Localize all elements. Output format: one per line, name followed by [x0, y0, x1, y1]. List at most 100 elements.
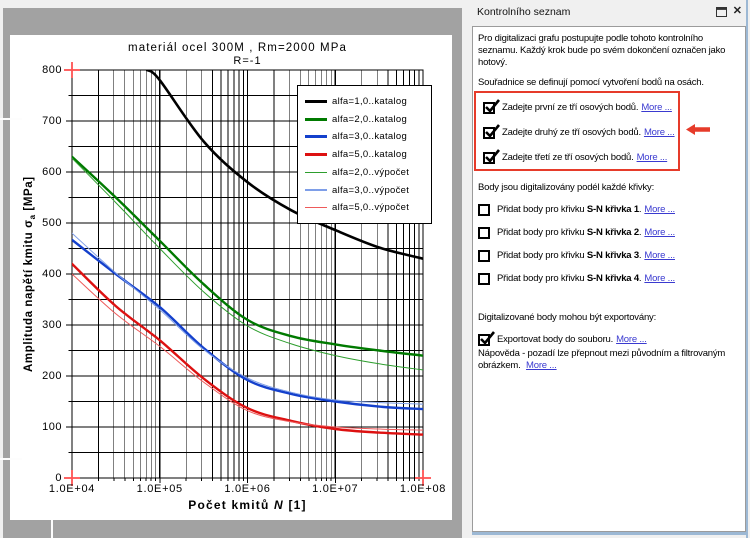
x-tick-label: 1.0E+05 — [136, 483, 183, 495]
checklist-item[interactable]: Zadejte druhý ze tří osových bodů. More .… — [483, 124, 675, 141]
more-link[interactable]: More ... — [644, 204, 675, 215]
window-frame-artifact — [51, 520, 53, 538]
legend-entry: alfa=2,0..katalog — [298, 114, 431, 125]
export-checklist: Exportovat body do souboru. More ... — [478, 331, 741, 348]
checkbox-checked-icon[interactable] — [483, 149, 501, 164]
y-tick-label: 300 — [42, 318, 62, 331]
curve-alfa=5,0..katalog — [72, 262, 423, 436]
legend-entry: alfa=1,0..katalog — [298, 96, 431, 107]
x-tick-label: 1.0E+04 — [48, 483, 96, 495]
checklist-item-label: Zadejte druhý ze tří osových bodů. — [502, 127, 641, 138]
more-link[interactable]: More ... — [526, 360, 557, 371]
y-tick-label: 200 — [42, 369, 62, 382]
curve-alfa=5,0..výpočet — [72, 273, 423, 431]
window-frame-artifact — [0, 118, 22, 120]
checklist-item-label: Zadejte třetí ze tří osových bodů. — [502, 152, 634, 163]
checklist-item[interactable]: Přidat body pro křivku S-N křivka 4. More… — [478, 271, 741, 287]
curve-alfa=2,0..výpočet — [72, 157, 423, 371]
checklist-panel: Kontrolního seznam ✕ Pro digitalizaci gr… — [470, 0, 750, 538]
legend-entry: alfa=5,0..výpočet — [298, 202, 431, 213]
help-paragraph: Nápověda - pozadí lze přepnout mezi půvo… — [478, 348, 726, 371]
panel-edge-line — [746, 0, 748, 538]
intro-paragraph: Pro digitalizaci grafu postupujte podle … — [478, 33, 726, 68]
legend-label: alfa=2,0..katalog — [332, 113, 408, 125]
y-tick-label: 400 — [42, 267, 62, 280]
axes-definition-paragraph: Souřadnice se definují pomocí vytvoření … — [478, 77, 704, 88]
plot-area[interactable] — [10, 35, 452, 520]
legend-label: alfa=1,0..katalog — [332, 95, 408, 107]
checklist-item[interactable]: Přidat body pro křivku S-N křivka 2. More… — [478, 225, 741, 241]
attention-arrow-icon — [686, 124, 710, 135]
checklist-item[interactable]: Přidat body pro křivku S-N křivka 1. More… — [478, 202, 741, 218]
axis-points-highlight-box: Zadejte první ze tří osových bodů. More .… — [474, 91, 680, 171]
checklist-item[interactable]: Zadejte třetí ze tří osových bodů. More .… — [483, 149, 674, 166]
legend-label: alfa=3,0..výpočet — [332, 184, 410, 196]
legend-label: alfa=2,0..výpočet — [332, 166, 410, 178]
export-heading: Digitalizované body mohou být exportován… — [478, 312, 657, 323]
more-link[interactable]: More ... — [644, 227, 675, 238]
curve-checklist: Přidat body pro křivku S-N křivka 1. More… — [478, 202, 741, 287]
legend-label: alfa=5,0..katalog — [332, 149, 408, 160]
checkbox-unchecked-icon[interactable] — [478, 227, 490, 239]
checklist-item-label: Přidat body pro křivku S-N křivka 1. — [497, 204, 642, 215]
chart-title: materiál ocel 300M , Rm=2000 MPa — [128, 42, 347, 54]
checklist-item[interactable]: Přidat body pro křivku S-N křivka 3. More… — [478, 248, 741, 264]
checklist-content: Pro digitalizaci grafu postupujte podle … — [472, 26, 746, 532]
x-axis-label: Počet kmitů N [1] — [188, 498, 307, 512]
legend-line-sample — [305, 171, 327, 173]
checklist-item-label: Přidat body pro křivku S-N křivka 3. — [497, 250, 642, 261]
y-tick-label: 800 — [42, 63, 62, 76]
curve-alfa=1,0..katalog — [145, 70, 423, 260]
checklist-item-label: Přidat body pro křivku S-N křivka 4. — [497, 273, 642, 284]
x-tick-label: 1.0E+08 — [399, 483, 447, 495]
legend-entry: alfa=3,0..výpočet — [298, 185, 431, 196]
curve-alfa=2,0..katalog — [72, 155, 423, 357]
legend-label: alfa=5,0..výpočet — [332, 202, 410, 214]
more-link[interactable]: More ... — [616, 334, 647, 345]
more-link[interactable]: More ... — [641, 102, 672, 113]
checkbox-unchecked-icon[interactable] — [478, 250, 490, 262]
panel-splitter[interactable] — [462, 0, 470, 538]
y-tick-label: 0 — [55, 471, 62, 484]
more-link[interactable]: More ... — [643, 127, 675, 138]
more-link[interactable]: More ... — [636, 152, 668, 163]
checklist-item[interactable]: Exportovat body do souboru. More ... — [478, 331, 741, 348]
y-tick-label: 100 — [42, 420, 62, 433]
y-axis-label: Amplituda napětí kmitu σa [MPa] — [22, 176, 38, 373]
more-link[interactable]: More ... — [644, 273, 675, 284]
checkbox-checked-icon[interactable] — [478, 331, 496, 346]
checkbox-checked-icon[interactable] — [483, 124, 501, 139]
float-window-icon[interactable] — [716, 7, 727, 17]
legend-line-sample — [305, 135, 327, 139]
legend-line-sample — [305, 153, 327, 156]
y-tick-label: 600 — [42, 165, 62, 178]
legend-entry: alfa=5,0..katalog — [298, 149, 431, 160]
checkbox-checked-icon[interactable] — [483, 99, 501, 114]
checklist-item[interactable]: Zadejte první ze tří osových bodů. More .… — [483, 99, 674, 116]
panel-title: Kontrolního seznam — [477, 6, 571, 18]
legend-entry: alfa=3,0..katalog — [298, 131, 431, 142]
curve-alfa=3,0..výpočet — [72, 232, 423, 405]
legend: alfa=1,0..katalog alfa=2,0..katalog alfa=3… — [297, 85, 432, 224]
checkbox-unchecked-icon[interactable] — [478, 204, 490, 216]
legend-line-sample — [305, 189, 327, 191]
legend-entry: alfa=2,0..výpočet — [298, 167, 431, 178]
checklist-item-label: Přidat body pro křivku S-N křivka 2. — [497, 227, 642, 238]
axis-points-section: Zadejte první ze tří osových bodů. More .… — [474, 91, 720, 171]
x-tick-label: 1.0E+06 — [224, 483, 271, 495]
panel-edge-line — [472, 532, 748, 535]
x-tick-label: 1.0E+07 — [312, 483, 359, 495]
chart-subtitle: R=-1 — [233, 55, 262, 67]
y-tick-label: 700 — [42, 114, 62, 127]
legend-line-sample — [305, 99, 327, 103]
window-frame-artifact — [0, 458, 22, 460]
close-icon[interactable]: ✕ — [732, 5, 742, 17]
checkbox-unchecked-icon[interactable] — [478, 273, 490, 285]
more-link[interactable]: More ... — [644, 250, 675, 261]
legend-label: alfa=3,0..katalog — [332, 131, 408, 143]
legend-line-sample — [305, 207, 327, 209]
checklist-item-label: Zadejte první ze tří osových bodů. — [502, 102, 639, 113]
